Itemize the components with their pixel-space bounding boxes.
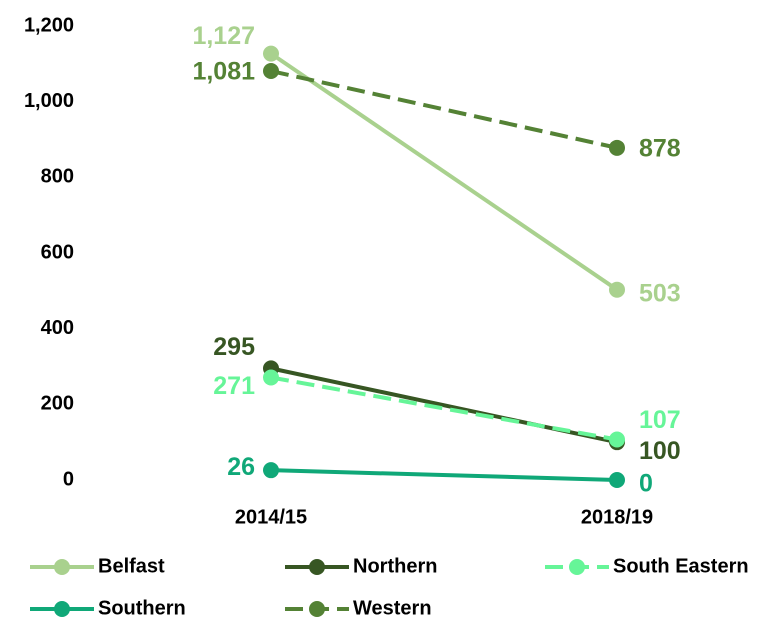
point bbox=[609, 281, 625, 298]
series-line bbox=[270, 375, 618, 442]
data-label: 1,081 bbox=[192, 58, 255, 86]
legend-marker bbox=[309, 559, 325, 575]
series-line bbox=[270, 468, 618, 482]
series-line bbox=[269, 51, 619, 292]
data-label: 26 bbox=[227, 453, 255, 481]
legend-label: Northern bbox=[353, 555, 437, 577]
y-tick-label: 1,000 bbox=[24, 90, 74, 112]
data-label: 271 bbox=[213, 372, 255, 400]
point bbox=[263, 63, 279, 80]
data-label: 295 bbox=[213, 333, 255, 361]
legend-marker bbox=[54, 601, 70, 617]
point bbox=[263, 369, 279, 386]
y-tick-label: 200 bbox=[41, 393, 74, 415]
legend-marker bbox=[569, 559, 585, 575]
data-label: 0 bbox=[639, 470, 653, 498]
point bbox=[263, 462, 279, 479]
legend-marker bbox=[54, 559, 70, 575]
data-label: 503 bbox=[639, 279, 681, 307]
y-tick-label: 1,200 bbox=[24, 14, 74, 36]
x-tick-label: 2018/19 bbox=[581, 506, 653, 528]
point bbox=[609, 431, 625, 448]
y-tick-label: 0 bbox=[63, 468, 74, 490]
data-label: 100 bbox=[639, 437, 681, 465]
point bbox=[609, 139, 625, 156]
x-tick-label: 2014/15 bbox=[235, 506, 307, 528]
y-tick-label: 800 bbox=[41, 166, 74, 188]
data-label: 1,127 bbox=[192, 22, 255, 50]
legend-marker bbox=[309, 601, 325, 617]
y-tick-label: 400 bbox=[41, 317, 74, 339]
series-line bbox=[270, 69, 618, 150]
y-tick-label: 600 bbox=[41, 241, 74, 263]
point bbox=[609, 472, 625, 488]
legend-label: Belfast bbox=[98, 555, 165, 577]
legend-label: South Eastern bbox=[613, 555, 749, 577]
data-label: 878 bbox=[639, 134, 681, 162]
legend-label: Southern bbox=[98, 597, 186, 619]
legend-label: Western bbox=[353, 597, 432, 619]
data-label: 107 bbox=[639, 406, 681, 434]
point bbox=[263, 45, 279, 62]
